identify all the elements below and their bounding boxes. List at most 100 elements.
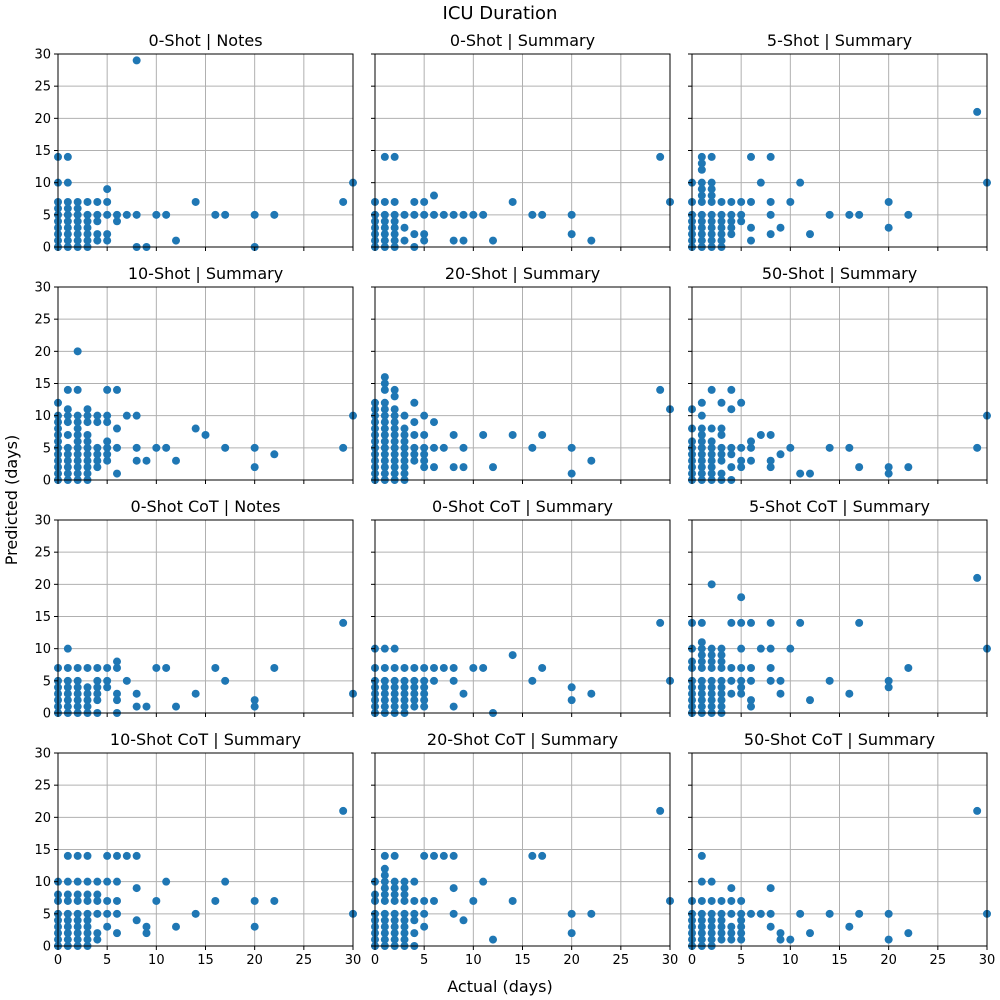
data-point (390, 456, 399, 465)
data-point (528, 676, 537, 685)
data-point (766, 430, 775, 439)
subplot-6: 50-Shot | Summary (688, 264, 991, 484)
data-point (380, 450, 389, 459)
data-point (172, 702, 180, 711)
data-point (83, 896, 92, 905)
data-point (707, 230, 716, 239)
y-tick-label: 20 (34, 345, 51, 360)
data-point (390, 411, 399, 420)
data-point (806, 696, 814, 705)
data-point (707, 663, 716, 672)
data-point (528, 851, 537, 860)
data-point (103, 922, 112, 931)
data-point (796, 469, 805, 478)
data-point (93, 909, 102, 918)
data-point (410, 230, 419, 239)
data-point (172, 236, 180, 245)
data-point (973, 573, 982, 582)
data-point (567, 696, 576, 705)
data-point (63, 197, 72, 206)
data-point (430, 443, 438, 452)
data-point (400, 896, 409, 905)
data-point (142, 929, 151, 938)
data-point (430, 663, 438, 672)
data-point (132, 689, 141, 698)
data-point (103, 877, 112, 886)
data-point (707, 651, 716, 660)
data-point (707, 922, 716, 931)
data-point (73, 217, 82, 226)
data-point (73, 676, 82, 685)
data-point (707, 676, 716, 685)
data-point (737, 644, 746, 653)
data-point (162, 210, 171, 219)
data-point (93, 683, 102, 692)
data-point (380, 197, 389, 206)
data-point (430, 210, 438, 219)
data-point (390, 696, 399, 705)
data-point (73, 663, 82, 672)
data-point (191, 424, 200, 433)
data-point (489, 236, 497, 245)
data-point (103, 210, 112, 219)
data-point (884, 676, 893, 685)
data-point (103, 197, 112, 206)
data-point (727, 676, 736, 685)
y-tick-label: 0 (43, 707, 51, 722)
data-point (697, 922, 706, 931)
data-point (410, 909, 419, 918)
y-tick-label: 25 (34, 546, 51, 561)
data-point (390, 877, 399, 886)
data-point (420, 443, 429, 452)
data-point (707, 443, 716, 452)
data-point (380, 696, 389, 705)
data-point (63, 935, 72, 944)
data-point (707, 929, 716, 938)
data-point (489, 463, 497, 472)
data-point (83, 463, 92, 472)
data-point (63, 890, 72, 899)
x-tick-label: 15 (831, 953, 848, 968)
data-point (747, 456, 755, 465)
data-point (83, 456, 92, 465)
data-point (717, 430, 726, 439)
data-point (587, 909, 596, 918)
data-point (73, 922, 82, 931)
y-tick-label: 30 (34, 281, 51, 296)
y-tick-label: 5 (43, 208, 51, 223)
data-point (855, 463, 864, 472)
subplot-8: 0-Shot CoT | Summary (371, 497, 674, 717)
data-point (390, 443, 399, 452)
data-point (697, 430, 706, 439)
data-point (93, 929, 102, 938)
data-point (380, 644, 389, 653)
subplot-1: 0 5 10 15 20 25 30 0-Shot | Notes (34, 31, 357, 256)
data-point (380, 418, 389, 427)
data-point (73, 702, 82, 711)
data-point (93, 210, 102, 219)
data-point (737, 618, 746, 627)
data-point (410, 929, 419, 938)
data-point (73, 236, 82, 245)
data-point (717, 644, 726, 653)
data-point (339, 443, 348, 452)
data-point (717, 443, 726, 452)
data-point (567, 469, 576, 478)
data-point (390, 929, 399, 938)
data-point (973, 107, 982, 116)
data-point (380, 443, 389, 452)
data-point (390, 896, 399, 905)
data-point (717, 702, 726, 711)
data-point (113, 929, 121, 938)
data-point (449, 236, 458, 245)
data-point (796, 909, 805, 918)
data-point (766, 676, 775, 685)
data-point (410, 676, 419, 685)
data-point (756, 178, 765, 187)
data-point (83, 696, 92, 705)
data-point (825, 210, 834, 219)
data-point (508, 197, 517, 206)
data-point (390, 392, 399, 401)
data-point (339, 618, 348, 627)
data-point (380, 864, 389, 873)
